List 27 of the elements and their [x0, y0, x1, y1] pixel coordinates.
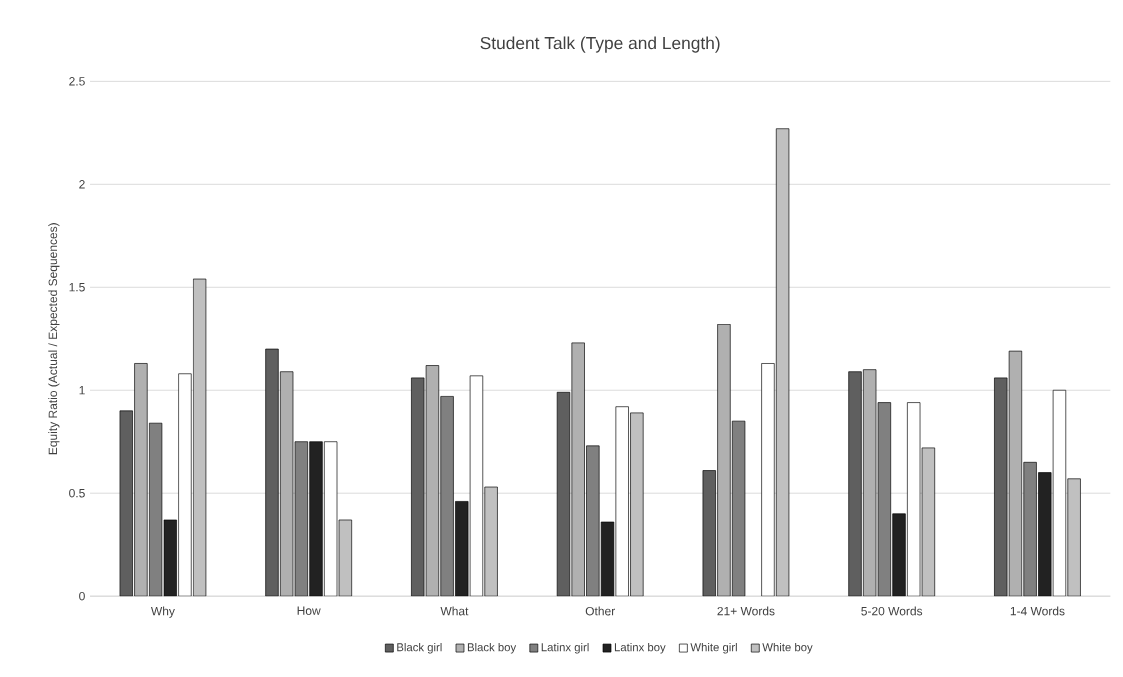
legend-label: Latinx boy — [614, 642, 666, 654]
legend-label: Black boy — [467, 642, 517, 654]
y-tick-label: 0 — [79, 591, 85, 601]
x-tick-label: What — [440, 606, 469, 616]
bar — [1067, 478, 1081, 597]
legend-label: White boy — [762, 642, 813, 654]
legend-label: Latinx girl — [541, 642, 589, 654]
x-tick-label: Why — [150, 606, 175, 618]
bar — [586, 445, 600, 597]
bar — [630, 412, 644, 597]
y-tick-label: 1.5 — [69, 282, 85, 292]
x-tick-label: 1-4 Words — [1010, 606, 1065, 616]
x-tick-label: 21+ Words — [717, 606, 775, 616]
bar — [484, 486, 498, 597]
bar — [440, 395, 454, 597]
legend-label: White girl — [690, 642, 737, 654]
legend-label: Black girl — [397, 642, 442, 654]
x-tick-label: How — [297, 606, 321, 615]
y-tick-label: 2.5 — [69, 77, 85, 86]
y-axis-title: Equity Ratio (Actual / Expected Sequences) — [48, 223, 60, 455]
x-tick-label: Other — [585, 606, 615, 616]
y-tick-label: 1 — [79, 386, 85, 395]
chart-title: Student Talk (Type and Length) — [480, 36, 720, 53]
y-tick-label: 0.5 — [69, 488, 85, 498]
y-tick-label: 2 — [79, 180, 85, 189]
x-tick-label: 5-20 Words — [861, 606, 923, 616]
bar — [1023, 461, 1037, 597]
